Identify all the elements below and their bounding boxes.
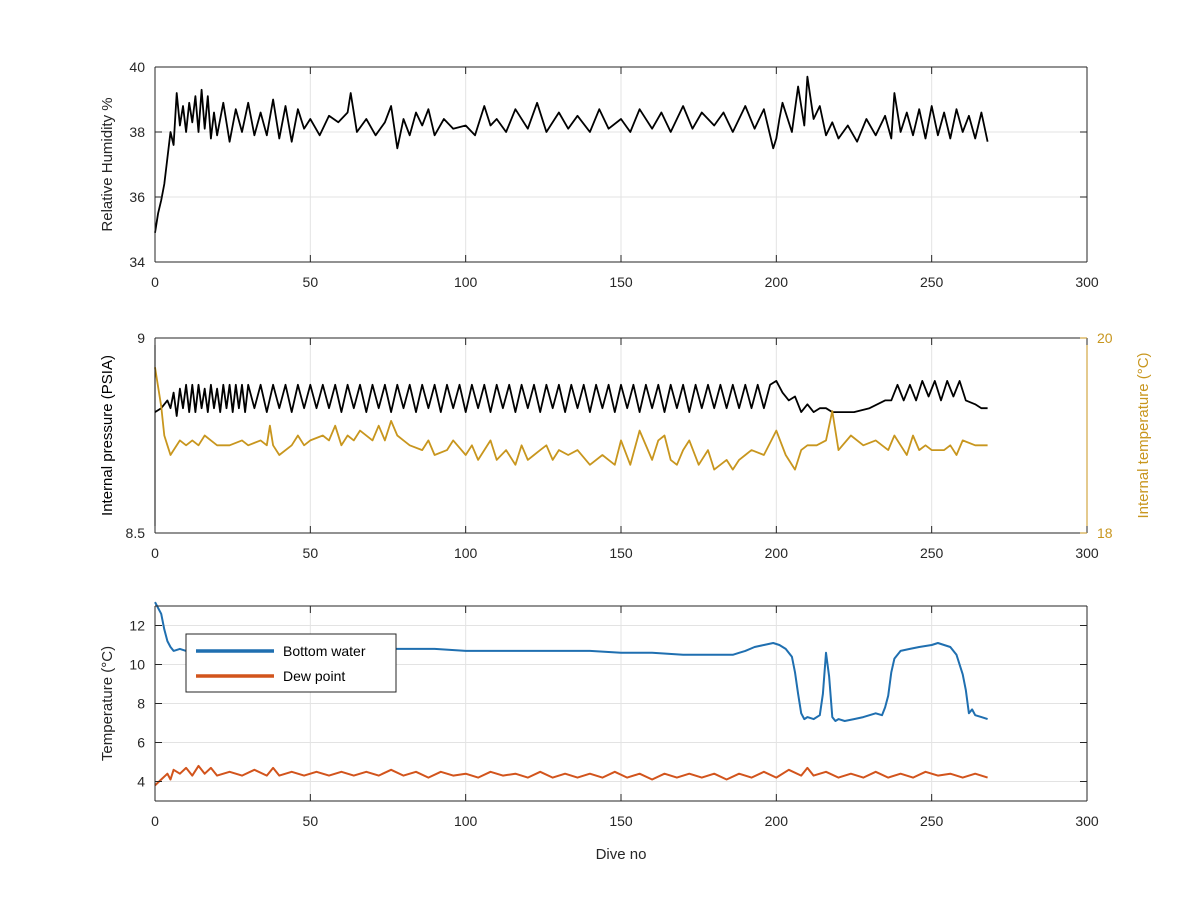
x-tick-label: 100 [454,813,478,829]
y-tick-label: 8 [137,696,145,712]
y-tick-label: 38 [129,124,145,140]
x-tick-label: 200 [765,813,789,829]
series-line-panel1-1 [154,75,989,233]
y-tick-label: 40 [129,59,145,75]
y-tick-label: 8.5 [126,525,146,541]
subplot-2: 0 50 100 150 200 250 300 8.5 9 18 20 Internal press… [99,330,1152,561]
y-tick-label: 36 [129,189,145,205]
x-tick-label: 50 [303,545,319,561]
x-axis-label: Dive no [596,846,647,863]
x-tick-label: 250 [920,274,944,290]
series-line-dew-point [154,764,988,787]
x-tick-label: 0 [151,813,159,829]
x-tick-label: 300 [1075,545,1099,561]
x-tick-label: 150 [609,545,633,561]
x-tick-label: 300 [1075,813,1099,829]
subplot-3: 0 50 100 150 200 250 300 4 6 8 10 12 Temperature (°C… [99,601,1099,863]
x-tick-label: 250 [920,813,944,829]
y-tick-label: 10 [129,657,145,673]
legend-box [185,633,397,693]
x-tick-label: 200 [765,545,789,561]
y-right-tick-label: 20 [1097,330,1113,346]
x-tick-label: 100 [454,545,478,561]
y-right-tick-label: 18 [1097,525,1113,541]
y-tick-label: 12 [129,618,145,634]
subplot-1: 0 50 100 150 200 250 300 34 36 38 40 Relative Humid… [99,59,1099,290]
y-right-axis-label: Internal temperature (°C) [1135,352,1152,518]
y-tick-label: 6 [137,735,145,751]
y-tick-label: 4 [137,774,145,790]
legend: Bottom water Dew point [185,633,397,693]
y-tick-label: 34 [129,254,145,270]
x-tick-label: 150 [609,274,633,290]
x-tick-label: 200 [765,274,789,290]
y-axis-label: Temperature (°C) [99,646,116,761]
y-tick-label: 9 [137,330,145,346]
legend-label: Dew point [283,668,345,684]
legend-label: Bottom water [283,643,366,659]
x-tick-label: 50 [303,813,319,829]
series-line-panel2-1 [154,380,988,417]
x-tick-label: 0 [151,274,159,290]
series-line-panel2-2 [154,367,988,471]
x-tick-label: 100 [454,274,478,290]
y-axis-label: Relative Humidity % [99,97,116,231]
x-tick-label: 250 [920,545,944,561]
x-tick-label: 300 [1075,274,1099,290]
x-tick-label: 0 [151,545,159,561]
x-tick-label: 50 [303,274,319,290]
y-axis-label: Internal pressure (PSIA) [99,355,116,516]
x-tick-label: 150 [609,813,633,829]
